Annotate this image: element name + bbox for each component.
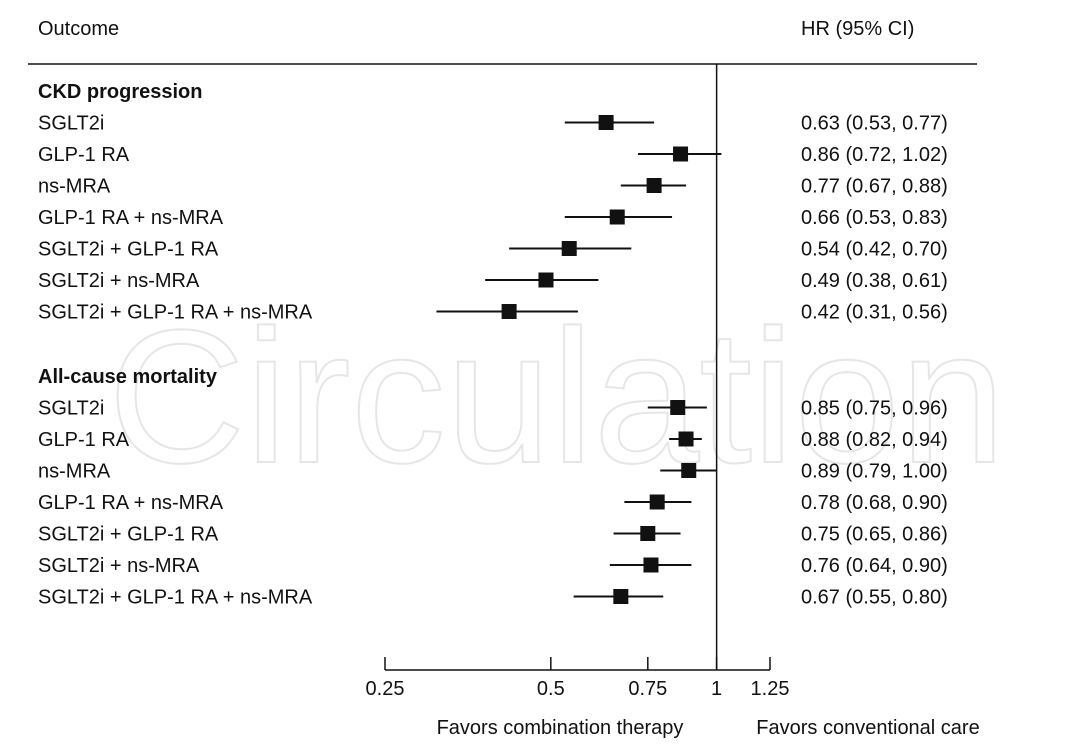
hr-marker [609,209,625,225]
hr-marker [643,557,659,573]
hr-marker [613,589,629,604]
hr-ci-text: 0.78 (0.68, 0.90) [801,492,948,514]
hr-ci-text: 0.66 (0.53, 0.83) [801,207,948,229]
hr-ci-text: 0.67 (0.55, 0.80) [801,587,948,609]
x-axis: 0.25 0.5 0.75 1 1.25 [366,64,790,700]
row-label: GLP-1 RA [38,144,130,166]
group-title: CKD progression [38,81,202,103]
x-tick-label: 0.25 [366,678,405,700]
hr-marker [646,178,662,193]
row-label: SGLT2i + ns-MRA [38,270,200,292]
hr-marker [681,463,697,478]
hr-ci-text: 0.77 (0.67, 0.88) [801,176,948,198]
watermark-text: Circulation [108,291,1006,503]
hr-ci-text: 0.88 (0.82, 0.94) [801,429,948,451]
hr-ci-text: 0.89 (0.79, 1.00) [801,461,948,483]
x-tick-label: 1 [711,678,722,700]
hr-ci-text: 0.85 (0.75, 0.96) [801,398,948,420]
row-label: SGLT2i + GLP-1 RA + ns-MRA [38,302,313,324]
hr-marker [673,146,689,162]
hr-ci-text: 0.75 (0.65, 0.86) [801,524,948,546]
hr-marker [670,400,686,415]
row-label: GLP-1 RA + ns-MRA [38,492,224,514]
hr-marker [678,431,694,447]
row-label: SGLT2i + ns-MRA [38,555,200,577]
hr-marker [640,526,656,541]
x-tick-label: 1.25 [751,678,790,700]
right-annotation: Favors conventional care [756,717,979,739]
hr-ci-text: 0.63 (0.53, 0.77) [801,113,948,135]
hr-marker [538,272,554,288]
hr-ci-text: 0.76 (0.64, 0.90) [801,555,948,577]
x-tick-label: 0.75 [628,678,667,700]
forest-rows: CKD progression SGLT2i 0.63 (0.53, 0.77) GL… [38,81,948,609]
hr-marker [598,115,614,130]
row-label: SGLT2i [38,398,104,420]
row-label: SGLT2i + GLP-1 RA [38,524,219,546]
hr-ci-text: 0.42 (0.31, 0.56) [801,302,948,324]
row-label: SGLT2i + GLP-1 RA + ns-MRA [38,587,313,609]
hr-marker [501,304,517,319]
hr-ci-text: 0.54 (0.42, 0.70) [801,239,948,261]
row-label: SGLT2i + GLP-1 RA [38,239,219,261]
hr-column-header: HR (95% CI) [801,18,914,40]
hr-ci-text: 0.86 (0.72, 1.02) [801,144,948,166]
row-label: ns-MRA [38,461,111,483]
hr-ci-text: 0.49 (0.38, 0.61) [801,270,948,292]
left-annotation: Favors combination therapy [437,717,684,739]
group-title: All-cause mortality [38,366,218,388]
outcome-column-header: Outcome [38,18,119,40]
hr-marker [649,494,665,510]
row-label: SGLT2i [38,113,104,135]
row-label: GLP-1 RA [38,429,130,451]
hr-marker [561,241,577,256]
row-label: GLP-1 RA + ns-MRA [38,207,224,229]
x-tick-label: 0.5 [537,678,565,700]
row-label: ns-MRA [38,176,111,198]
